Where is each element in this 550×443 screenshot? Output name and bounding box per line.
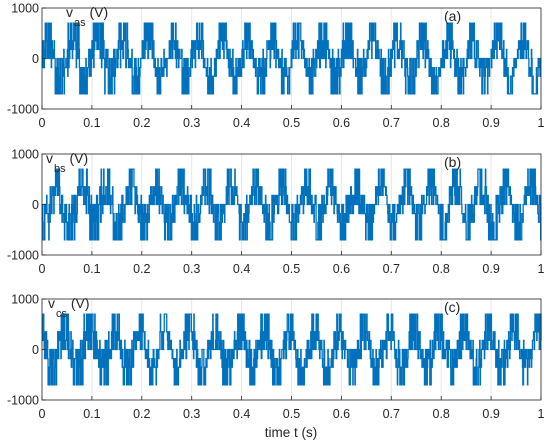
x-tick-label: 0.3	[183, 407, 200, 421]
panel-2: 0 0.1 0.2 0.3 0.4 0.5 0.6 0.7 0.8 0.9 110000-1000v…	[7, 148, 545, 277]
panel-tag: (a)	[444, 8, 461, 24]
waveform-series	[42, 313, 542, 386]
panel-1: 0 0.1 0.2 0.3 0.4 0.5 0.6 0.7 0.8 0.9 110000-1000v…	[7, 2, 545, 131]
x-tick-label: 0.8	[433, 262, 450, 276]
signal-label: vbs (V)	[46, 150, 88, 175]
y-tick-label: -1000	[7, 103, 39, 117]
signal-label-unit: (V)	[66, 150, 89, 166]
signal-label-base: v	[46, 150, 53, 166]
y-tick-label: 1000	[11, 293, 39, 307]
signal-label-subscript: bs	[54, 163, 66, 175]
y-tick-label: 0	[32, 198, 39, 212]
x-tick-label: 0.4	[233, 116, 250, 130]
y-tick-label: -1000	[7, 394, 39, 408]
x-tick-label: 0.6	[333, 262, 350, 276]
signal-label: vas (V)	[66, 4, 108, 29]
x-tick-label: 0	[39, 407, 46, 421]
x-tick-label: 0.9	[482, 262, 499, 276]
x-tick-label: 0.5	[283, 116, 300, 130]
signal-label-unit: (V)	[86, 4, 109, 20]
x-tick-label: 0.3	[183, 116, 200, 130]
signal-label-base: v	[66, 4, 73, 20]
signal-label-subscript: cs	[56, 308, 68, 320]
x-tick-label: 0.4	[233, 262, 250, 276]
x-tick-label: 1	[538, 262, 545, 276]
x-tick-label: 0.5	[283, 262, 300, 276]
x-tick-label: 0	[39, 116, 46, 130]
panel-3: 0 0.1 0.2 0.3 0.4 0.5 0.6 0.7 0.8 0.9 110000-1000v…	[7, 293, 545, 422]
x-tick-label: 0.7	[383, 407, 400, 421]
y-tick-label: 0	[32, 52, 39, 66]
x-tick-label: 0.1	[83, 407, 100, 421]
signal-label-unit: (V)	[67, 295, 90, 311]
x-tick-label: 0.8	[433, 116, 450, 130]
signal-label-base: v	[48, 295, 55, 311]
signal-label-subscript: as	[74, 17, 86, 29]
x-tick-label: 0.7	[383, 262, 400, 276]
x-tick-label: 0.1	[83, 116, 100, 130]
x-tick-label: 0.4	[233, 407, 250, 421]
x-tick-label: 0.6	[333, 116, 350, 130]
x-tick-label: 0.1	[83, 262, 100, 276]
x-tick-label: 0	[39, 262, 46, 276]
panel-tag: (b)	[444, 154, 461, 170]
x-tick-label: 0.5	[283, 407, 300, 421]
x-tick-label: 0.7	[383, 116, 400, 130]
y-tick-label: 1000	[11, 148, 39, 162]
panel-tag: (c)	[444, 299, 460, 315]
y-tick-label: -1000	[7, 249, 39, 263]
x-tick-label: 0.2	[133, 116, 150, 130]
y-tick-label: 0	[32, 343, 39, 357]
x-tick-label: 1	[538, 116, 545, 130]
waveform-series	[41, 168, 542, 241]
x-tick-label: 1	[538, 407, 545, 421]
y-tick-label: 1000	[11, 2, 39, 16]
x-axis-label: time t (s)	[265, 425, 318, 440]
x-tick-label: 0.8	[433, 407, 450, 421]
signal-label: vcs (V)	[48, 295, 90, 320]
x-tick-label: 0.9	[482, 407, 499, 421]
waveform-series	[41, 22, 541, 95]
x-tick-label: 0.6	[333, 407, 350, 421]
x-tick-label: 0.9	[482, 116, 499, 130]
x-tick-label: 0.2	[133, 262, 150, 276]
x-tick-label: 0.3	[183, 262, 200, 276]
x-tick-label: 0.2	[133, 407, 150, 421]
